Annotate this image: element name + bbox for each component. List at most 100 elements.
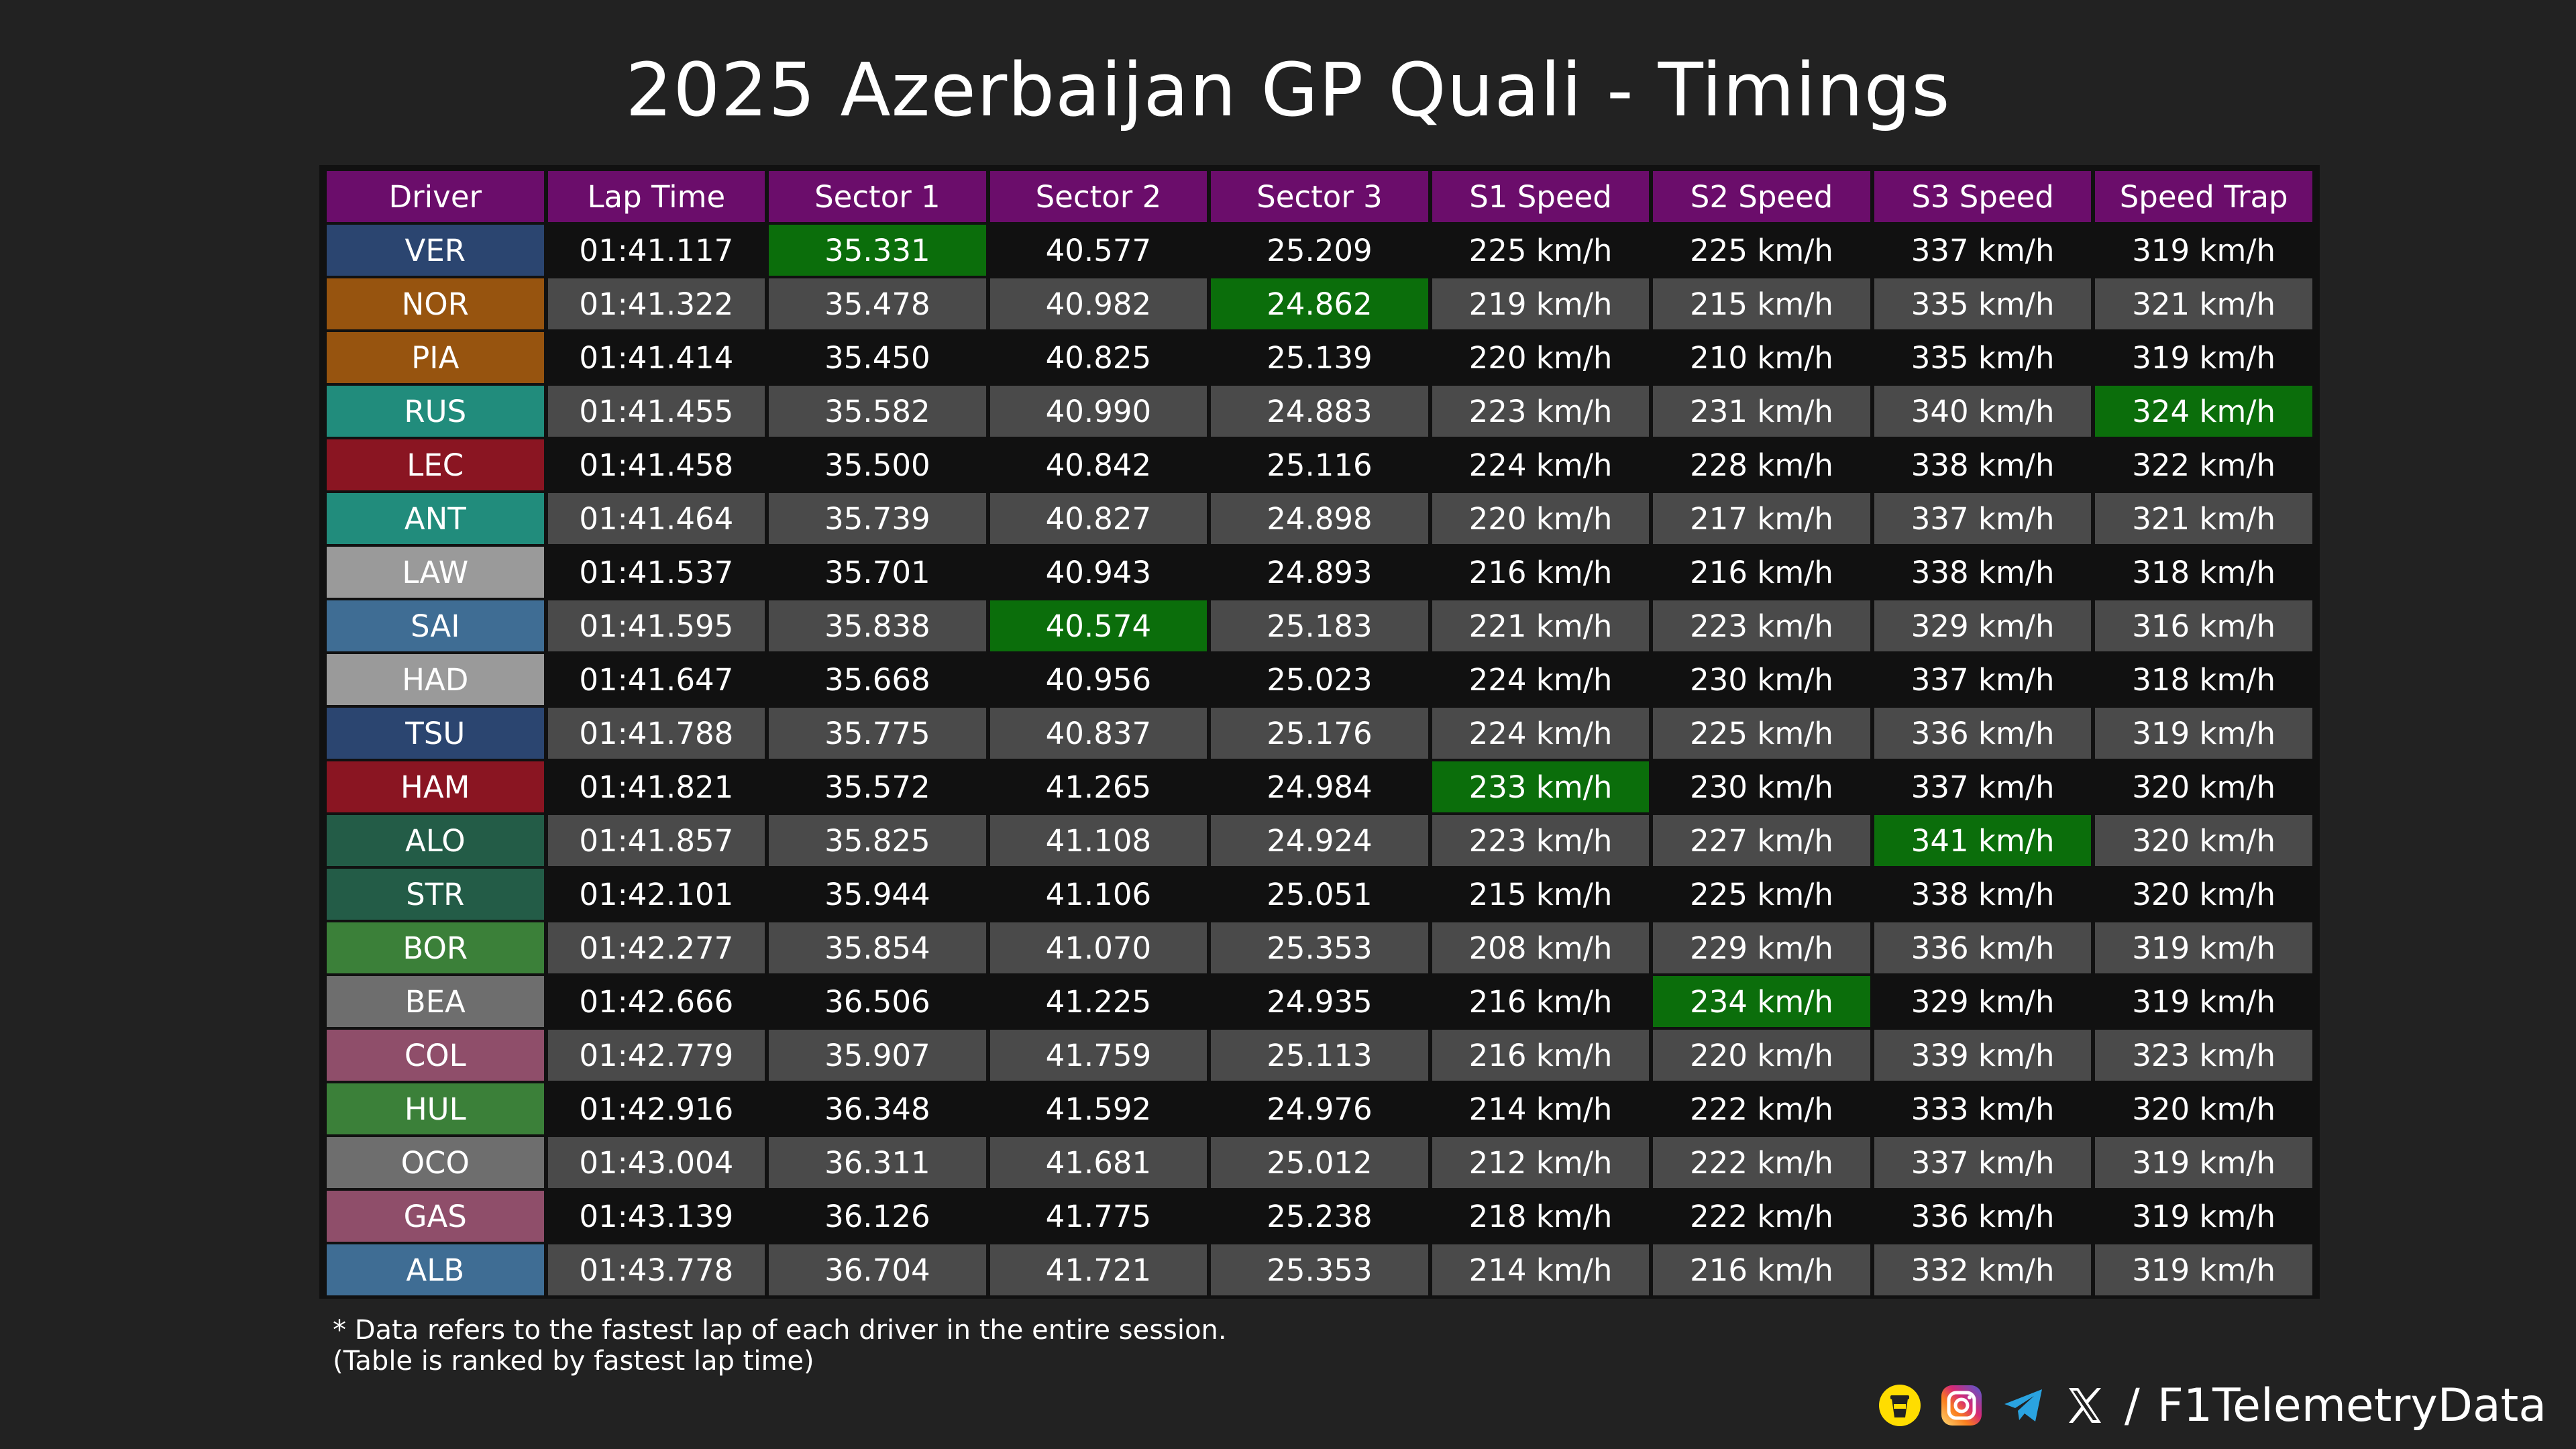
column-header: Lap Time (547, 171, 765, 222)
table-row: HAD 01:41.647 35.668 40.956 25.023 224 km/h 23… (327, 654, 2312, 705)
best-value-cell: 324 km/h (2095, 386, 2312, 437)
table-cell: 320 km/h (2095, 761, 2312, 812)
table-cell: 35.668 (769, 654, 986, 705)
column-header: Driver (327, 171, 544, 222)
driver-cell: ALB (327, 1244, 544, 1295)
table-cell: 222 km/h (1653, 1137, 1870, 1188)
table-cell: 225 km/h (1432, 225, 1650, 276)
buymeacoffee-icon[interactable] (1878, 1383, 1922, 1428)
table-cell: 332 km/h (1874, 1244, 2092, 1295)
table-cell: 333 km/h (1874, 1083, 2092, 1134)
table-cell: 217 km/h (1653, 493, 1870, 544)
driver-cell: OCO (327, 1137, 544, 1188)
table-cell: 335 km/h (1874, 278, 2092, 329)
brand-handle[interactable]: F1TelemetryData (2157, 1379, 2546, 1432)
table-row: COL 01:42.779 35.907 41.759 25.113 216 km/h 22… (327, 1030, 2312, 1081)
driver-cell: ALO (327, 815, 544, 866)
table-cell: 339 km/h (1874, 1030, 2092, 1081)
table-cell: 336 km/h (1874, 1191, 2092, 1242)
table-row: TSU 01:41.788 35.775 40.837 25.176 224 km/h 22… (327, 708, 2312, 759)
table-cell: 01:43.139 (547, 1191, 765, 1242)
table-cell: 01:41.322 (547, 278, 765, 329)
table-cell: 319 km/h (2095, 922, 2312, 973)
table-row: PIA 01:41.414 35.450 40.825 25.139 220 km/h 21… (327, 332, 2312, 383)
table-cell: 24.935 (1211, 976, 1428, 1027)
table-cell: 214 km/h (1432, 1083, 1650, 1134)
table-row: ANT 01:41.464 35.739 40.827 24.898 220 km/h 21… (327, 493, 2312, 544)
page-title: 2025 Azerbaijan GP Quali - Timings (625, 47, 1951, 133)
table-cell: 337 km/h (1874, 654, 2092, 705)
table-row: STR 01:42.101 35.944 41.106 25.051 215 km/h 22… (327, 869, 2312, 920)
driver-cell: STR (327, 869, 544, 920)
driver-cell: LAW (327, 547, 544, 598)
table-cell: 208 km/h (1432, 922, 1650, 973)
table-cell: 329 km/h (1874, 600, 2092, 651)
table-cell: 25.238 (1211, 1191, 1428, 1242)
table-cell: 01:41.857 (547, 815, 765, 866)
table-cell: 25.012 (1211, 1137, 1428, 1188)
table-cell: 210 km/h (1653, 332, 1870, 383)
table-cell: 215 km/h (1432, 869, 1650, 920)
table-cell: 223 km/h (1432, 386, 1650, 437)
table-cell: 25.176 (1211, 708, 1428, 759)
table-cell: 24.924 (1211, 815, 1428, 866)
table-cell: 336 km/h (1874, 708, 2092, 759)
table-cell: 35.701 (769, 547, 986, 598)
table-cell: 41.106 (989, 869, 1208, 920)
table-cell: 337 km/h (1874, 761, 2092, 812)
driver-cell: VER (327, 225, 544, 276)
telegram-icon[interactable] (2001, 1383, 2045, 1428)
table-cell: 319 km/h (2095, 1244, 2312, 1295)
best-value-cell: 233 km/h (1432, 761, 1650, 812)
table-cell: 316 km/h (2095, 600, 2312, 651)
table-cell: 35.500 (769, 439, 986, 490)
table-cell: 41.681 (989, 1137, 1208, 1188)
table-cell: 337 km/h (1874, 1137, 2092, 1188)
table-cell: 35.854 (769, 922, 986, 973)
table-cell: 40.577 (989, 225, 1208, 276)
table-cell: 41.108 (989, 815, 1208, 866)
footnote-line-2: (Table is ranked by fastest lap time) (333, 1346, 814, 1377)
table-cell: 41.775 (989, 1191, 1208, 1242)
driver-cell: BOR (327, 922, 544, 973)
column-header: Sector 2 (989, 171, 1208, 222)
instagram-icon[interactable] (1939, 1383, 1984, 1428)
table-cell: 35.572 (769, 761, 986, 812)
column-header: S2 Speed (1653, 171, 1870, 222)
table-row: BOR 01:42.277 35.854 41.070 25.353 208 km/h 22… (327, 922, 2312, 973)
table-cell: 24.883 (1211, 386, 1428, 437)
table-cell: 40.943 (989, 547, 1208, 598)
table-cell: 36.311 (769, 1137, 986, 1188)
table-cell: 01:41.788 (547, 708, 765, 759)
table-cell: 40.982 (989, 278, 1208, 329)
table-cell: 40.990 (989, 386, 1208, 437)
table-cell: 35.450 (769, 332, 986, 383)
column-header: S3 Speed (1874, 171, 2092, 222)
table-cell: 25.209 (1211, 225, 1428, 276)
table-cell: 35.739 (769, 493, 986, 544)
table-cell: 318 km/h (2095, 654, 2312, 705)
table-body: VER 01:41.117 35.331 40.577 25.209 225 km/h 22… (327, 225, 2312, 1295)
table-cell: 216 km/h (1432, 1030, 1650, 1081)
driver-cell: NOR (327, 278, 544, 329)
table-cell: 40.842 (989, 439, 1208, 490)
table-cell: 224 km/h (1432, 654, 1650, 705)
table-cell: 41.721 (989, 1244, 1208, 1295)
table-cell: 40.837 (989, 708, 1208, 759)
table-cell: 25.353 (1211, 922, 1428, 973)
table-cell: 329 km/h (1874, 976, 2092, 1027)
table-cell: 338 km/h (1874, 547, 2092, 598)
table-cell: 35.775 (769, 708, 986, 759)
table-cell: 338 km/h (1874, 439, 2092, 490)
table-cell: 220 km/h (1432, 332, 1650, 383)
table-cell: 36.506 (769, 976, 986, 1027)
footnote-line-1: * Data refers to the fastest lap of each… (333, 1315, 1227, 1346)
table-cell: 36.348 (769, 1083, 986, 1134)
table-cell: 35.582 (769, 386, 986, 437)
x-icon[interactable] (2063, 1383, 2107, 1428)
table-cell: 220 km/h (1653, 1030, 1870, 1081)
table-cell: 36.126 (769, 1191, 986, 1242)
driver-cell: COL (327, 1030, 544, 1081)
table-cell: 01:41.595 (547, 600, 765, 651)
table-cell: 225 km/h (1653, 869, 1870, 920)
